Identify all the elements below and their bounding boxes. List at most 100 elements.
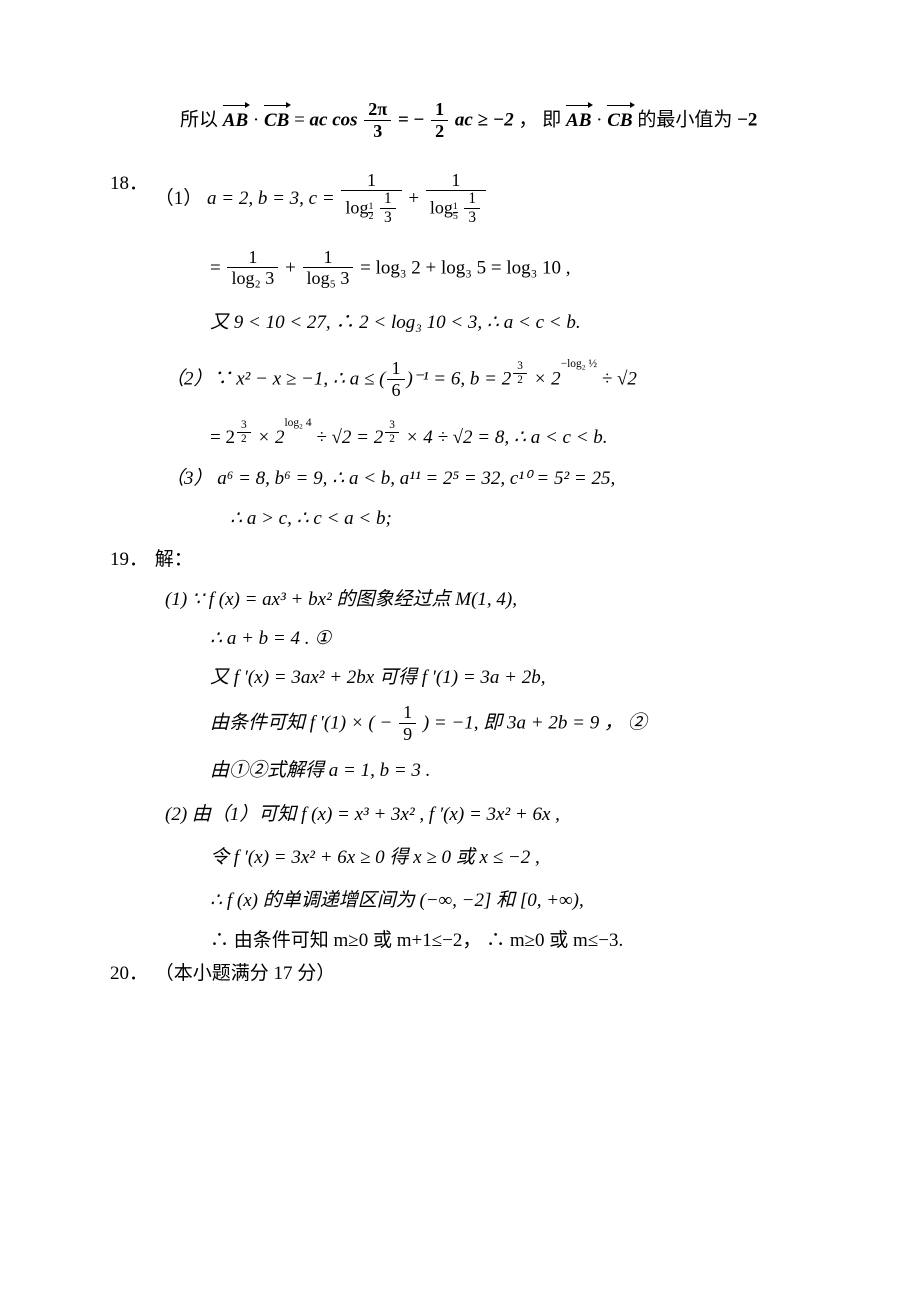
- p18-line4: （2）∵ x² − x ≥ −1, ∴ a ≤ (16)⁻¹ = 6, b = …: [165, 359, 810, 402]
- p18-l2b: = log₃ 2 + log₃ 5 = log₃ 10 ,: [360, 257, 570, 278]
- p18-line1: 18． （1） a = 2, b = 3, c = 1 log12 13 + 1…: [110, 171, 810, 228]
- p20-text: （本小题满分 17 分）: [155, 963, 336, 984]
- p19-l9-text: ∴ 由条件可知 m≥0 或 m+1≤−2， ∴ m≥0 或 m≤−3.: [210, 930, 623, 951]
- frac-den: 2: [513, 374, 527, 388]
- frac-num: 1: [431, 100, 448, 121]
- log-arg-frac: 13: [380, 191, 396, 227]
- p18-l4b: )⁻¹ = 6, b = 2: [407, 368, 512, 389]
- rhs-tail: ac ≥ −2: [455, 110, 514, 131]
- problem-number-20: 20．: [110, 961, 150, 988]
- p17-suffix: 的最小值为: [637, 110, 732, 131]
- frac-num: 1: [227, 248, 278, 269]
- p19-l4a: 由条件可知 f ′(1) × ( −: [210, 713, 392, 734]
- p18-l4a: （2）∵ x² − x ≥ −1, ∴ a ≤ (: [165, 368, 385, 389]
- frac-num: 3: [237, 419, 251, 432]
- vec-ab-1: AB: [223, 108, 248, 135]
- p20-line: 20． （本小题满分 17 分）: [110, 961, 810, 988]
- frac-1-2: 1 2: [431, 100, 448, 143]
- p19-solution-label: 解：: [155, 549, 193, 570]
- p17-line: 所以 AB · CB = ac cos 2π 3 = − 1 2 ac ≥ −2…: [180, 100, 810, 143]
- p19-l8-text: ∴ f (x) 的单调递增区间为 (−∞, −2] 和 [0, +∞),: [210, 890, 584, 911]
- frac-1-6: 16: [387, 359, 404, 402]
- p18-l6: （3） a⁶ = 8, b⁶ = 9, ∴ a < b, a¹¹ = 2⁵ = …: [165, 468, 615, 489]
- math-document-page: 所以 AB · CB = ac cos 2π 3 = − 1 2 ac ≥ −2…: [0, 0, 920, 1300]
- p19-l9: ∴ 由条件可知 m≥0 或 m+1≤−2， ∴ m≥0 或 m≤−3.: [210, 928, 810, 955]
- frac-num: 1: [380, 191, 396, 209]
- vec-ab-2: AB: [566, 108, 591, 135]
- p18-f4: 1 log₅ 3: [303, 248, 354, 291]
- frac-den: 3: [364, 121, 391, 143]
- frac-2pi-3: 2π 3: [364, 100, 391, 143]
- eq-text: =: [294, 110, 309, 131]
- frac-num: 1: [303, 248, 354, 269]
- p18-abc: a = 2, b = 3, c =: [207, 187, 335, 208]
- plus-2: +: [285, 257, 300, 278]
- p19-l7-text: 令 f ′(x) = 3x² + 6x ≥ 0 得 x ≥ 0 或 x ≤ −2…: [210, 847, 540, 868]
- p19-l3-text: 又 f ′(x) = 3ax² + 2bx 可得 f ′(1) = 3a + 2…: [210, 667, 545, 688]
- p19-l8: ∴ f (x) 的单调递增区间为 (−∞, −2] 和 [0, +∞),: [210, 888, 810, 915]
- p17-sep: ， 即: [519, 110, 562, 131]
- frac-num: 1: [399, 703, 416, 724]
- p18-line5: = 232 × 2log₂ 4 ÷ √2 = 232 × 4 ÷ √2 = 8,…: [210, 419, 810, 451]
- exp-log24: log₂ 4: [284, 417, 311, 429]
- p18-f3: 1 log₂ 3: [227, 248, 278, 291]
- frac-1-9: 19: [399, 703, 416, 746]
- p19-head: 19． 解：: [110, 547, 810, 574]
- p18-f1: 1 log12 13: [341, 171, 401, 228]
- sub-bot: 5: [453, 213, 458, 222]
- vec-cb-2: CB: [607, 108, 632, 135]
- p18-line7: ∴ a > c, ∴ c < a < b;: [230, 506, 810, 533]
- p19-l7: 令 f ′(x) = 3x² + 6x ≥ 0 得 x ≥ 0 或 x ≤ −2…: [210, 845, 810, 872]
- frac-den: log15 13: [426, 191, 486, 227]
- frac-den: 2: [237, 433, 251, 447]
- p19-l2: ∴ a + b = 4 . ①: [210, 626, 810, 653]
- frac-num: 1: [387, 359, 404, 380]
- frac-num: 1: [341, 171, 401, 192]
- p18-l5c: ÷ √2 = 2: [312, 427, 384, 448]
- p18-f2: 1 log15 13: [426, 171, 486, 228]
- frac-num: 2π: [364, 100, 391, 121]
- sub-bot: 2: [368, 213, 373, 222]
- problem-number-18: 18．: [110, 171, 150, 198]
- p18-l3: 又 9 < 10 < 27, ∴ 2 < log₃ 10 < 3, ∴ a < …: [210, 312, 581, 333]
- rhs-mid: = −: [398, 110, 424, 131]
- frac-num: 1: [464, 191, 480, 209]
- frac-den: 2: [385, 433, 399, 447]
- frac-den: 9: [399, 724, 416, 746]
- p19-l6: (2) 由（1）可知 f (x) = x³ + 3x² , f ′(x) = 3…: [165, 802, 810, 829]
- exp-neglog: −log₂ ½: [561, 358, 597, 370]
- p19-l5: 由①②式解得 a = 1, b = 3 .: [210, 758, 810, 785]
- ac-cos: ac cos: [310, 110, 358, 131]
- exp-3-2b: 32: [237, 419, 251, 446]
- p17-prefix: 所以: [180, 110, 218, 131]
- p18-l5a: = 2: [210, 427, 235, 448]
- frac-den: 3: [464, 209, 480, 227]
- stacked-sub: 15: [453, 203, 458, 222]
- p18-line6: （3） a⁶ = 8, b⁶ = 9, ∴ a < b, a¹¹ = 2⁵ = …: [165, 466, 810, 493]
- vec-cb-1: CB: [264, 108, 289, 135]
- log-text: log: [345, 198, 368, 218]
- p19-l1: (1) ∵ f (x) = ax³ + bx² 的图象经过点 M(1, 4),: [165, 587, 810, 614]
- frac-num: 3: [385, 419, 399, 432]
- plus-1: +: [408, 187, 423, 208]
- p19-l2-text: ∴ a + b = 4 . ①: [210, 628, 331, 649]
- frac-den: 6: [387, 380, 404, 402]
- p19-l4b: ) = −1, 即 3a + 2b = 9 ， ②: [423, 713, 647, 734]
- p19-l5-text: 由①②式解得 a = 1, b = 3 .: [210, 760, 430, 781]
- p18-line3: 又 9 < 10 < 27, ∴ 2 < log₃ 10 < 3, ∴ a < …: [210, 310, 810, 337]
- frac-den: log12 13: [341, 191, 401, 227]
- p18-l5d: × 4 ÷ √2 = 8, ∴ a < c < b.: [401, 427, 608, 448]
- exp-3-2c: 32: [385, 419, 399, 446]
- stacked-sub: 12: [368, 203, 373, 222]
- p18-l5b: × 2: [253, 427, 285, 448]
- p18-part1-label: （1）: [155, 187, 203, 208]
- frac-den: 3: [380, 209, 396, 227]
- p18-l4d: ÷ √2: [597, 368, 637, 389]
- frac-den: 2: [431, 121, 448, 143]
- p19-l4: 由条件可知 f ′(1) × ( − 19 ) = −1, 即 3a + 2b …: [210, 703, 810, 746]
- p18-l7: ∴ a > c, ∴ c < a < b;: [230, 508, 392, 529]
- p18-l4c: × 2: [529, 368, 561, 389]
- p19-l1-text: (1) ∵ f (x) = ax³ + bx² 的图象经过点 M(1, 4),: [165, 589, 517, 610]
- p17-minval: −2: [737, 110, 757, 131]
- frac-den: log₂ 3: [227, 268, 278, 290]
